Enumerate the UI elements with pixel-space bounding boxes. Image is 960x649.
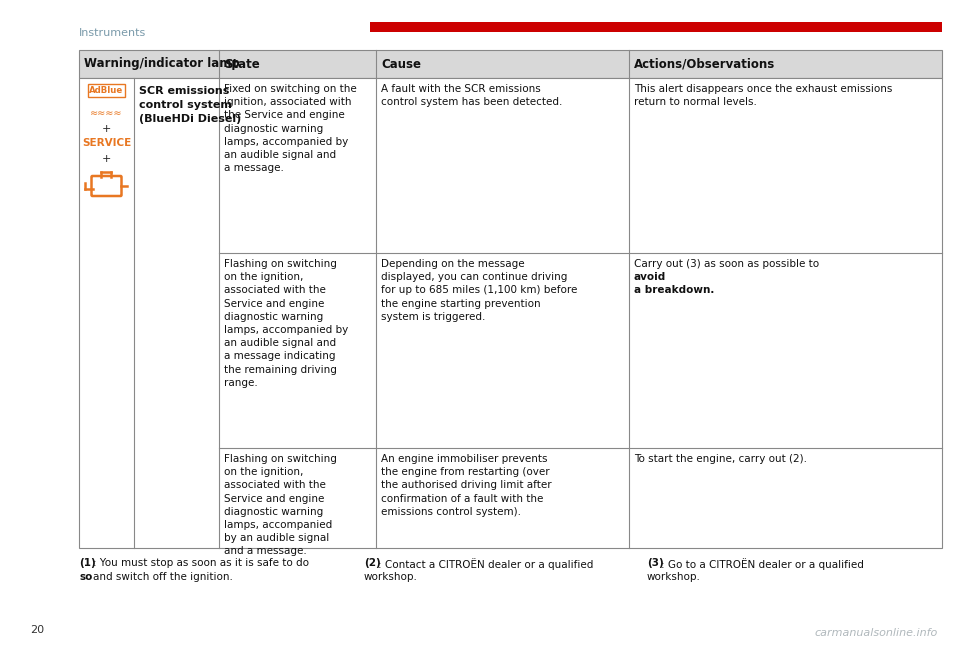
Text: : Contact a CITROËN dealer or a qualified: : Contact a CITROËN dealer or a qualifie… <box>378 558 593 570</box>
Text: (1): (1) <box>79 558 96 568</box>
Text: : Go to a CITROËN dealer or a qualified: : Go to a CITROËN dealer or a qualified <box>661 558 864 570</box>
Text: (3): (3) <box>647 558 663 568</box>
Text: Actions/Observations: Actions/Observations <box>634 58 776 71</box>
Text: so: so <box>79 572 92 582</box>
Text: workshop.: workshop. <box>364 572 418 582</box>
Text: AdBlue: AdBlue <box>89 86 124 95</box>
Text: workshop.: workshop. <box>647 572 701 582</box>
Text: Carry out (3) as soon as possible to: Carry out (3) as soon as possible to <box>634 259 823 269</box>
Text: SCR emissions: SCR emissions <box>139 86 229 96</box>
Text: Fixed on switching on the
ignition, associated with
the Service and engine
diagn: Fixed on switching on the ignition, asso… <box>224 84 357 173</box>
Text: To start the engine, carry out (2).: To start the engine, carry out (2). <box>634 454 807 464</box>
Text: +: + <box>102 154 111 164</box>
Text: a breakdown.: a breakdown. <box>634 285 714 295</box>
Text: Depending on the message
displayed, you can continue driving
for up to 685 miles: Depending on the message displayed, you … <box>381 259 577 322</box>
Text: An engine immobiliser prevents
the engine from restarting (over
the authorised d: An engine immobiliser prevents the engin… <box>381 454 552 517</box>
Text: Flashing on switching
on the ignition,
associated with the
Service and engine
di: Flashing on switching on the ignition, a… <box>224 454 337 556</box>
Text: (BlueHDi Diesel): (BlueHDi Diesel) <box>139 114 241 124</box>
Text: (2): (2) <box>364 558 381 568</box>
Text: Cause: Cause <box>381 58 421 71</box>
Text: Instruments: Instruments <box>79 28 146 38</box>
Text: +: + <box>102 124 111 134</box>
Text: : You must stop as soon as it is safe to do: : You must stop as soon as it is safe to… <box>93 558 309 568</box>
Text: avoid: avoid <box>634 272 666 282</box>
Text: Warning/indicator lamp: Warning/indicator lamp <box>84 58 240 71</box>
Text: Flashing on switching
on the ignition,
associated with the
Service and engine
di: Flashing on switching on the ignition, a… <box>224 259 348 388</box>
Bar <box>370 22 942 32</box>
Text: This alert disappears once the exhaust emissions
return to normal levels.: This alert disappears once the exhaust e… <box>634 84 893 107</box>
Text: State: State <box>224 58 260 71</box>
Text: carmanualsonline.info: carmanualsonline.info <box>815 628 938 638</box>
Text: ≈≈≈≈: ≈≈≈≈ <box>90 108 123 118</box>
Bar <box>79 78 942 548</box>
Text: and switch off the ignition.: and switch off the ignition. <box>93 572 233 582</box>
Text: A fault with the SCR emissions
control system has been detected.: A fault with the SCR emissions control s… <box>381 84 563 107</box>
Text: 20: 20 <box>30 625 44 635</box>
Text: SERVICE: SERVICE <box>82 138 132 148</box>
Bar <box>79 50 942 78</box>
Text: control system: control system <box>139 100 232 110</box>
